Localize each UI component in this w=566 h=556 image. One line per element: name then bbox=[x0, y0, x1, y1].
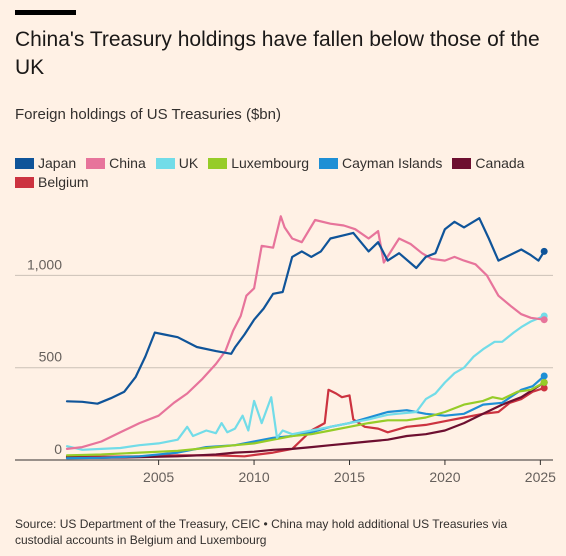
series-line-uk bbox=[65, 314, 546, 451]
legend-item-japan: Japan bbox=[15, 154, 76, 172]
y-tick-label: 1,000 bbox=[27, 256, 62, 272]
series-line-china bbox=[65, 215, 546, 450]
legend-label: Canada bbox=[475, 155, 525, 171]
chart-subtitle: Foreign holdings of US Treasuries ($bn) bbox=[15, 106, 281, 123]
brand-bar bbox=[15, 10, 76, 15]
series-line-canada bbox=[65, 381, 546, 459]
x-tick-label: 2020 bbox=[429, 469, 460, 485]
series-line-japan bbox=[65, 217, 546, 405]
legend-swatch bbox=[208, 157, 228, 169]
legend-label: UK bbox=[178, 155, 199, 171]
end-point-belgium bbox=[540, 384, 548, 392]
legend-swatch bbox=[86, 157, 106, 169]
chart-title: China's Treasury holdings have fallen be… bbox=[15, 28, 540, 79]
y-tick-label: 0 bbox=[54, 441, 62, 457]
x-tick-label: 2005 bbox=[143, 469, 174, 485]
line-chart: 0 500 1,000 2005 2010 2015 2020 2025 bbox=[15, 215, 556, 485]
source-note: Source: US Department of the Treasury, C… bbox=[15, 517, 508, 547]
legend-label: Belgium bbox=[38, 174, 89, 190]
legend-item-china: China bbox=[86, 154, 146, 172]
chart-legend: Japan China UK Luxembourg Cayman Islands Cana… bbox=[15, 154, 555, 191]
end-point-china bbox=[540, 316, 548, 324]
end-point-cayman-islands bbox=[540, 372, 548, 380]
legend-swatch bbox=[15, 157, 34, 169]
legend-item-uk: UK bbox=[155, 154, 199, 172]
legend-swatch bbox=[15, 176, 34, 188]
legend-label: Cayman Islands bbox=[342, 155, 443, 171]
x-tick-label: 2025 bbox=[525, 469, 556, 485]
series-line-belgium bbox=[65, 386, 546, 458]
x-tick-label: 2010 bbox=[238, 469, 269, 485]
y-tick-label: 500 bbox=[39, 349, 63, 365]
series-line-luxembourg bbox=[65, 381, 546, 457]
legend-label: Japan bbox=[38, 155, 77, 171]
legend-swatch bbox=[155, 157, 175, 169]
legend-item-canada: Canada bbox=[452, 154, 524, 172]
legend-label: China bbox=[109, 155, 146, 171]
legend-item-luxembourg: Luxembourg bbox=[208, 154, 309, 172]
legend-swatch bbox=[452, 157, 472, 169]
end-point-luxembourg bbox=[540, 378, 548, 386]
legend-label: Luxembourg bbox=[231, 155, 310, 171]
legend-item-cayman-islands: Cayman Islands bbox=[319, 154, 442, 172]
legend-swatch bbox=[319, 157, 339, 169]
x-tick-label: 2015 bbox=[334, 469, 365, 485]
legend-item-belgium: Belgium bbox=[15, 173, 89, 191]
end-point-japan bbox=[540, 247, 548, 255]
